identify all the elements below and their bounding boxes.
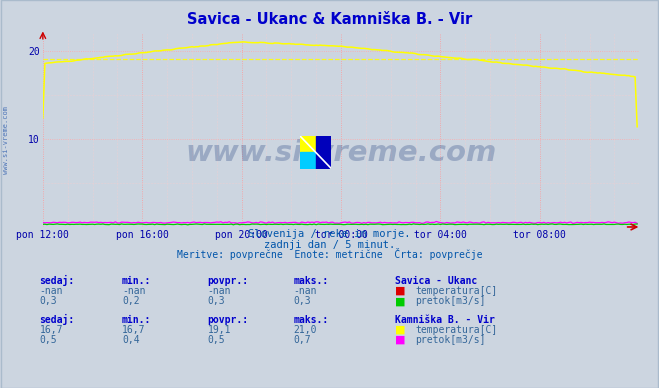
Text: pretok[m3/s]: pretok[m3/s] — [415, 296, 486, 306]
Text: Meritve: povprečne  Enote: metrične  Črta: povprečje: Meritve: povprečne Enote: metrične Črta:… — [177, 248, 482, 260]
Text: -nan: -nan — [208, 286, 231, 296]
Text: sedaj:: sedaj: — [40, 314, 74, 325]
Text: Savica - Ukanc: Savica - Ukanc — [395, 276, 478, 286]
Text: 16,7: 16,7 — [122, 325, 146, 335]
Text: ■: ■ — [395, 286, 406, 296]
Text: 0,2: 0,2 — [122, 296, 140, 306]
Text: ■: ■ — [395, 296, 406, 306]
Text: temperatura[C]: temperatura[C] — [415, 286, 498, 296]
Bar — [300, 136, 316, 152]
Text: Kamniška B. - Vir: Kamniška B. - Vir — [395, 315, 496, 325]
Text: -nan: -nan — [40, 286, 63, 296]
Text: 0,3: 0,3 — [293, 296, 311, 306]
Text: min.:: min.: — [122, 315, 152, 325]
Text: min.:: min.: — [122, 276, 152, 286]
Text: www.si-vreme.com: www.si-vreme.com — [3, 106, 9, 174]
Text: zadnji dan / 5 minut.: zadnji dan / 5 minut. — [264, 239, 395, 249]
Text: 0,3: 0,3 — [208, 296, 225, 306]
Text: www.si-vreme.com: www.si-vreme.com — [185, 139, 497, 167]
Text: 0,5: 0,5 — [208, 335, 225, 345]
Bar — [300, 152, 316, 169]
Text: ■: ■ — [395, 325, 406, 335]
Text: maks.:: maks.: — [293, 315, 328, 325]
Text: 0,3: 0,3 — [40, 296, 57, 306]
Text: povpr.:: povpr.: — [208, 276, 248, 286]
Text: pretok[m3/s]: pretok[m3/s] — [415, 335, 486, 345]
Text: 16,7: 16,7 — [40, 325, 63, 335]
Text: maks.:: maks.: — [293, 276, 328, 286]
Text: -nan: -nan — [293, 286, 317, 296]
Text: sedaj:: sedaj: — [40, 275, 74, 286]
Text: 0,5: 0,5 — [40, 335, 57, 345]
Text: povpr.:: povpr.: — [208, 315, 248, 325]
Text: 21,0: 21,0 — [293, 325, 317, 335]
Text: temperatura[C]: temperatura[C] — [415, 325, 498, 335]
Bar — [316, 136, 331, 169]
Text: 0,4: 0,4 — [122, 335, 140, 345]
Text: -nan: -nan — [122, 286, 146, 296]
Text: Slovenija / reke in morje.: Slovenija / reke in morje. — [248, 229, 411, 239]
Text: 0,7: 0,7 — [293, 335, 311, 345]
Text: Savica - Ukanc & Kamniška B. - Vir: Savica - Ukanc & Kamniška B. - Vir — [187, 12, 472, 28]
Text: ■: ■ — [395, 335, 406, 345]
Text: 19,1: 19,1 — [208, 325, 231, 335]
